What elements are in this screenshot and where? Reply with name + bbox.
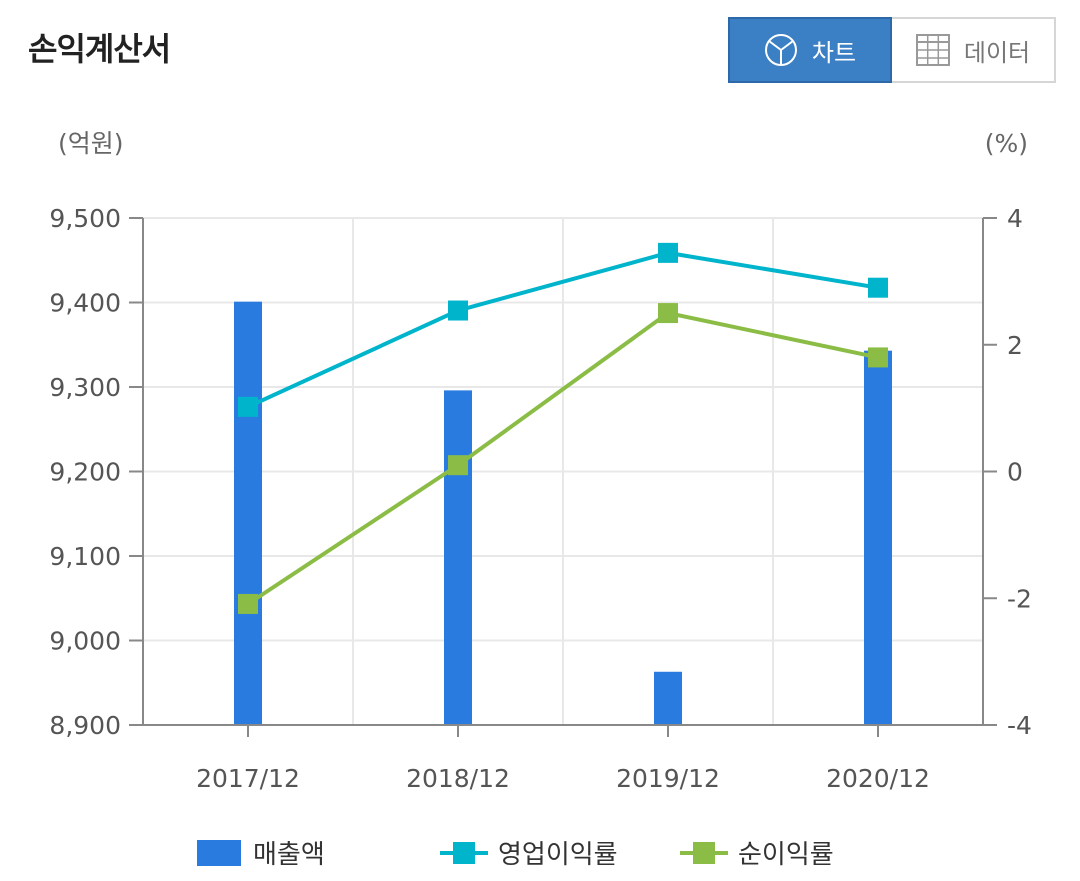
legend-swatch-매출액 (197, 840, 241, 866)
point-순이익률 (448, 455, 468, 476)
left-tick-label: 8,900 (49, 711, 121, 740)
right-tick-label: 2 (1007, 331, 1023, 360)
chart-view-label: 차트 (811, 38, 857, 67)
x-tick-label: 2018/12 (406, 764, 510, 793)
line-순이익률 (246, 310, 879, 606)
left-tick-label: 9,300 (49, 373, 121, 402)
data-view-label: 데이터 (963, 38, 1031, 67)
point-영업이익률 (238, 396, 258, 417)
line-영업이익률 (247, 250, 879, 409)
left-tick-label: 9,000 (49, 627, 121, 656)
left-tick-label: 9,400 (49, 289, 121, 318)
right-tick-label: -4 (1007, 711, 1032, 740)
bar-매출액 (864, 350, 892, 725)
right-axis-unit: (%) (985, 129, 1028, 158)
left-tick-label: 9,200 (49, 458, 121, 487)
x-tick-label: 2020/12 (826, 764, 930, 793)
bar-매출액 (654, 671, 682, 725)
bar-매출액 (444, 390, 472, 725)
point-영업이익률 (658, 242, 678, 263)
legend-marker-순이익률 (693, 842, 715, 864)
bar-매출액 (234, 301, 262, 725)
right-tick-label: 0 (1007, 458, 1023, 487)
left-tick-label: 9,100 (49, 542, 121, 571)
table-grid-icon (915, 34, 950, 66)
right-tick-label: 4 (1007, 204, 1023, 233)
point-순이익률 (868, 347, 888, 368)
data-view-button[interactable]: 데이터 (892, 17, 1056, 83)
legend-label-매출액: 매출액 (253, 840, 325, 870)
point-영업이익률 (448, 300, 468, 321)
chart-view-button[interactable]: 차트 (728, 17, 892, 83)
point-순이익률 (238, 593, 258, 614)
point-순이익률 (658, 303, 678, 324)
page-title: 손익계산서 (28, 30, 171, 68)
legend-label-순이익률: 순이익률 (738, 840, 834, 870)
x-tick-label: 2019/12 (616, 764, 720, 793)
pie-chart-icon (764, 33, 798, 67)
left-tick-label: 9,500 (49, 204, 121, 233)
left-axis-unit: (억원) (58, 129, 124, 158)
x-tick-label: 2017/12 (196, 764, 300, 793)
legend-marker-영업이익률 (453, 842, 475, 864)
point-영업이익률 (868, 277, 888, 298)
view-toggle: 차트 데이터 (728, 17, 1056, 83)
right-tick-label: -2 (1007, 584, 1032, 613)
legend-label-영업이익률: 영업이익률 (498, 840, 618, 870)
